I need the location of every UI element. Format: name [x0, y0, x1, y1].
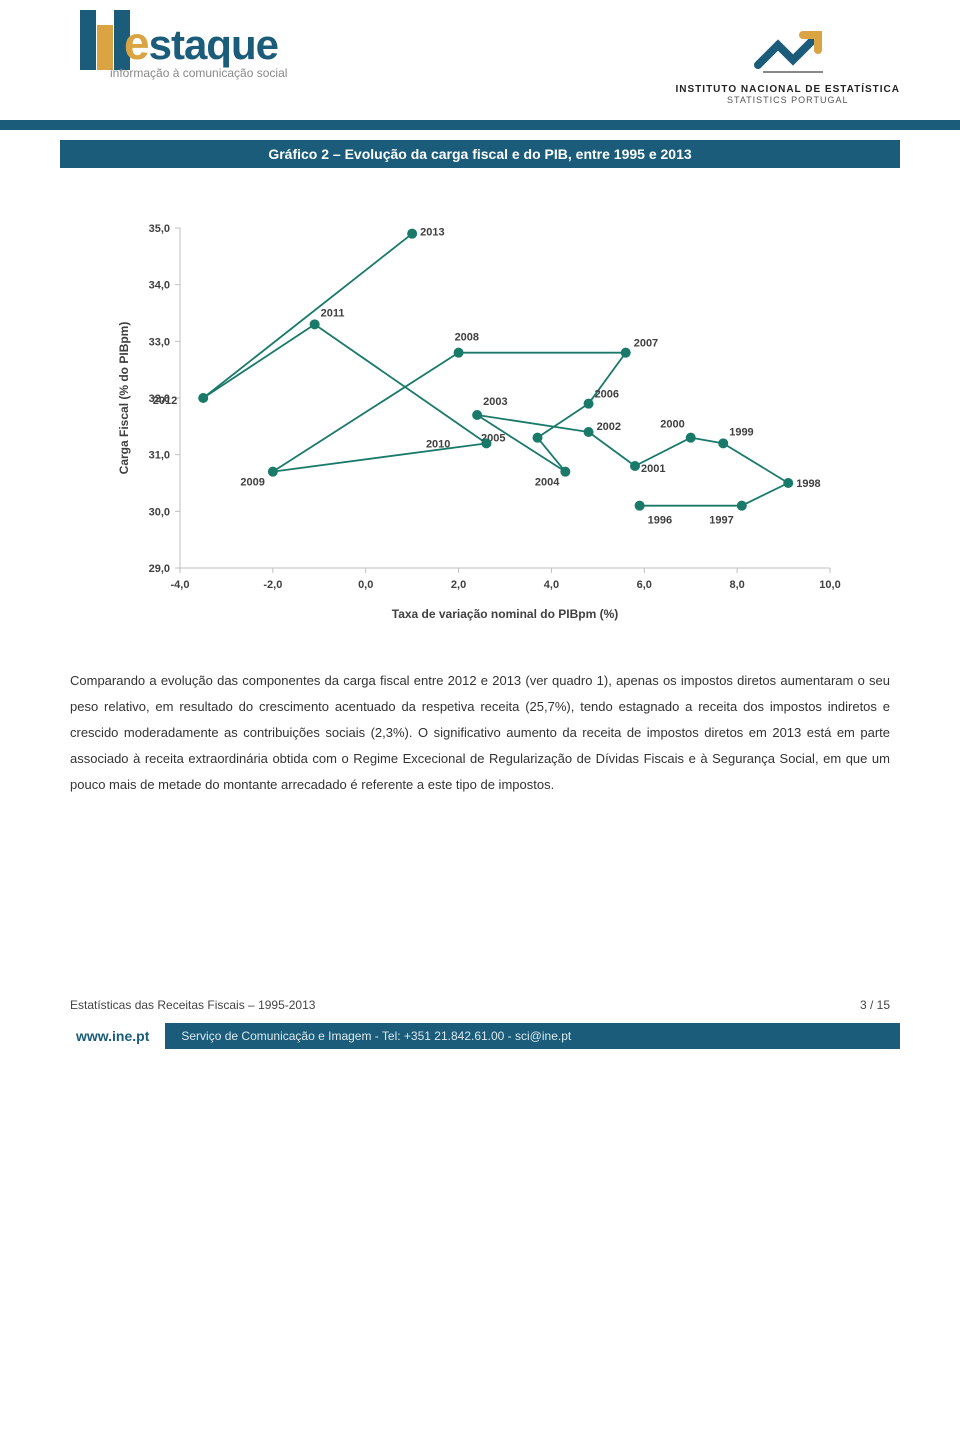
svg-text:1998: 1998 — [796, 478, 820, 490]
brand-sub: informação à comunicação social — [110, 66, 287, 80]
svg-text:35,0: 35,0 — [149, 223, 170, 235]
svg-text:31,0: 31,0 — [149, 450, 170, 462]
svg-text:1997: 1997 — [709, 515, 733, 527]
footer-service: Serviço de Comunicação e Imagem - Tel: +… — [165, 1023, 900, 1049]
ine-icon — [748, 20, 828, 80]
chart-title: Gráfico 2 – Evolução da carga fiscal e d… — [60, 140, 900, 168]
brand-text: estaque — [124, 16, 278, 70]
svg-text:0,0: 0,0 — [358, 579, 373, 591]
svg-text:10,0: 10,0 — [819, 579, 840, 591]
svg-text:2010: 2010 — [426, 438, 450, 450]
svg-text:Taxa de variação nominal do PI: Taxa de variação nominal do PIBpm (%) — [392, 607, 619, 621]
svg-text:2004: 2004 — [535, 477, 560, 489]
svg-text:30,0: 30,0 — [149, 506, 170, 518]
svg-text:4,0: 4,0 — [544, 579, 559, 591]
svg-text:2000: 2000 — [660, 419, 684, 431]
svg-text:1999: 1999 — [729, 426, 753, 438]
svg-text:33,0: 33,0 — [149, 336, 170, 348]
svg-text:29,0: 29,0 — [149, 563, 170, 575]
svg-text:1996: 1996 — [648, 515, 672, 527]
ine-logo: INSTITUTO NACIONAL DE ESTATÍSTICA STATIS… — [676, 20, 900, 105]
svg-text:-2,0: -2,0 — [263, 579, 282, 591]
page-header: estaque informação à comunicação social … — [0, 0, 960, 130]
svg-text:2001: 2001 — [641, 463, 665, 475]
chart-svg: 29,030,031,032,033,034,035,0-4,0-2,00,02… — [110, 208, 850, 628]
svg-text:8,0: 8,0 — [729, 579, 744, 591]
svg-text:2007: 2007 — [634, 338, 658, 350]
svg-text:6,0: 6,0 — [637, 579, 652, 591]
page-footer-line: Estatísticas das Receitas Fiscais – 1995… — [70, 998, 890, 1012]
footer-bar: www.ine.pt Serviço de Comunicação e Imag… — [60, 1022, 900, 1050]
body-paragraph: Comparando a evolução das componentes da… — [70, 668, 890, 798]
svg-text:34,0: 34,0 — [149, 280, 170, 292]
svg-text:2013: 2013 — [420, 227, 444, 239]
svg-text:2003: 2003 — [483, 396, 507, 408]
svg-text:Carga Fiscal (% do PIBpm): Carga Fiscal (% do PIBpm) — [117, 322, 131, 475]
svg-text:2002: 2002 — [597, 421, 621, 433]
footer-url: www.ine.pt — [60, 1022, 165, 1050]
footer-right: 3 / 15 — [860, 998, 890, 1012]
svg-text:2009: 2009 — [240, 477, 264, 489]
svg-text:2,0: 2,0 — [451, 579, 466, 591]
scatter-chart: 29,030,031,032,033,034,035,0-4,0-2,00,02… — [60, 188, 900, 638]
destaque-logo: estaque informação à comunicação social — [80, 10, 287, 80]
svg-text:2012: 2012 — [153, 395, 177, 407]
ine-text2: STATISTICS PORTUGAL — [676, 95, 900, 105]
svg-text:-4,0: -4,0 — [171, 579, 190, 591]
svg-text:2008: 2008 — [455, 332, 479, 344]
footer-left: Estatísticas das Receitas Fiscais – 1995… — [70, 998, 315, 1012]
svg-text:2011: 2011 — [321, 307, 345, 319]
svg-text:2006: 2006 — [595, 389, 619, 401]
ine-text1: INSTITUTO NACIONAL DE ESTATÍSTICA — [676, 84, 900, 95]
